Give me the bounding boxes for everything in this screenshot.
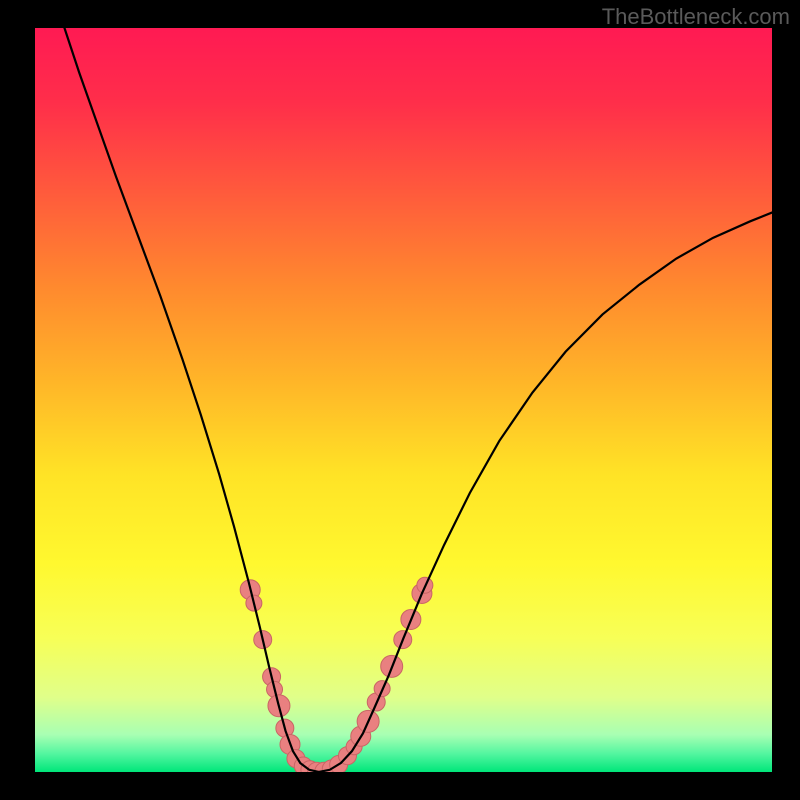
chart-container: TheBottleneck.com	[0, 0, 800, 800]
watermark-text: TheBottleneck.com	[602, 4, 790, 30]
gradient-background	[35, 28, 772, 772]
plot-area	[35, 28, 772, 772]
chart-svg	[35, 28, 772, 772]
